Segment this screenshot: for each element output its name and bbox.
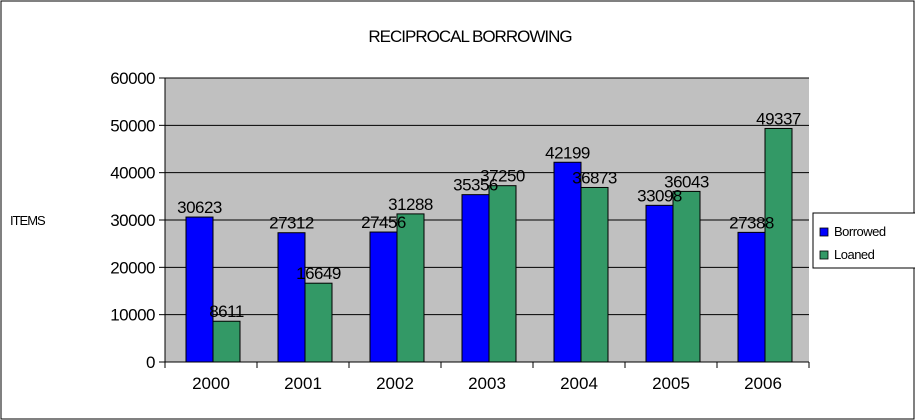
data-label-loaned-2005: 36043 [664,172,709,191]
data-label-loaned-2003: 37250 [480,167,525,186]
data-label-loaned-2004: 36873 [572,168,617,187]
data-label-borrowed-2000: 30623 [177,198,222,217]
data-label-loaned-2001: 16649 [296,264,341,283]
legend-box [812,212,915,269]
y-tick-label: 50000 [110,116,155,135]
bar-loaned-2004 [580,186,609,363]
bar-loaned-2002 [396,213,425,363]
legend-label-borrowed: Borrowed [834,224,886,239]
y-tick-label: 40000 [110,164,155,183]
x-tick-label-2006: 2006 [744,374,782,393]
bar-loaned-2000 [212,320,241,363]
y-tick-label: 0 [146,353,155,372]
bar-borrowed-2004 [553,161,582,363]
x-tick-label-2002: 2002 [376,374,414,393]
data-label-borrowed-2003: 35356 [453,176,498,195]
bar-borrowed-2006 [737,231,766,363]
chart-title: RECIPROCAL BORROWING [368,27,571,46]
legend: Borrowed Loaned [812,212,915,269]
y-tick-label: 60000 [110,69,155,88]
bars [185,127,793,363]
data-label-loaned-2000: 8611 [209,302,244,321]
bar-borrowed-2003 [461,194,490,363]
data-label-borrowed-2001: 27312 [269,214,314,233]
x-tick-label-2003: 2003 [468,374,506,393]
data-label-loaned-2002: 31288 [388,195,433,214]
x-tick-label-2005: 2005 [652,374,690,393]
legend-label-loaned: Loaned [834,247,875,262]
bar-borrowed-2005 [645,204,674,363]
axes: 0 10000 20000 30000 40000 50000 60000 2000 2001 2… [110,69,810,393]
data-labels: 30623 27312 27456 35356 42199 33098 27388 8611 1… [177,109,801,321]
legend-swatch-borrowed [819,227,829,237]
bar-loaned-2005 [672,190,701,363]
legend-swatch-loaned [819,250,829,260]
bar-loaned-2001 [304,282,333,363]
data-label-borrowed-2005: 33098 [637,186,682,205]
data-label-borrowed-2006: 27388 [729,213,774,232]
x-tick-label-2000: 2000 [192,374,230,393]
bar-borrowed-2001 [277,232,306,363]
y-tick-label: 30000 [110,211,155,230]
bar-borrowed-2002 [369,231,398,363]
x-tick-label-2004: 2004 [560,374,598,393]
y-axis-title: ITEMS [10,213,46,228]
x-tick-label-2001: 2001 [284,374,322,393]
y-tick-label: 10000 [110,306,155,325]
bar-loaned-2003 [488,185,517,363]
data-label-borrowed-2002: 27456 [361,213,406,232]
bar-loaned-2006 [764,127,793,363]
bar-borrowed-2000 [185,216,214,363]
y-tick-label: 20000 [110,258,155,277]
data-label-borrowed-2004: 42199 [545,143,590,162]
data-label-loaned-2006: 49337 [756,109,801,128]
